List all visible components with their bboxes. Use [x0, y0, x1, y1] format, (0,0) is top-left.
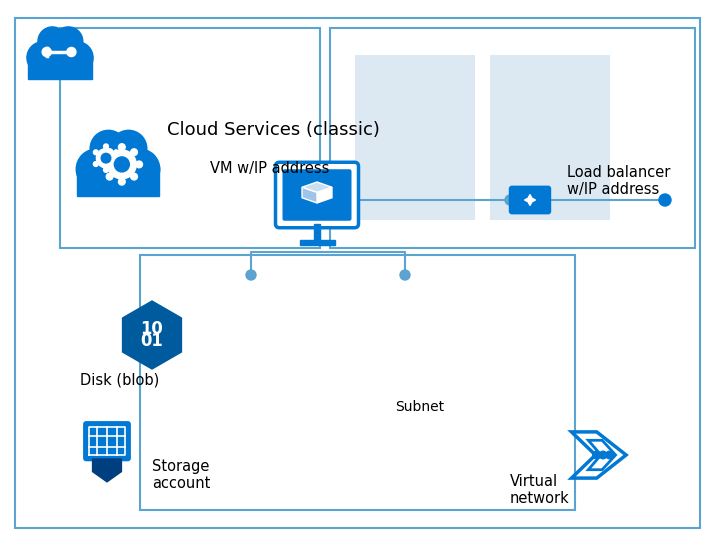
Circle shape: [101, 161, 108, 168]
Circle shape: [42, 47, 51, 57]
Circle shape: [76, 149, 117, 189]
Circle shape: [103, 167, 108, 172]
Text: Virtual
network: Virtual network: [510, 474, 570, 506]
Circle shape: [93, 162, 98, 166]
Circle shape: [114, 162, 118, 166]
Bar: [330, 28, 695, 248]
Circle shape: [114, 150, 118, 155]
Circle shape: [400, 270, 410, 280]
Circle shape: [606, 451, 613, 459]
Circle shape: [659, 194, 671, 206]
Circle shape: [90, 130, 127, 167]
Circle shape: [130, 149, 138, 155]
Circle shape: [106, 149, 113, 155]
Circle shape: [593, 451, 600, 459]
Circle shape: [118, 178, 125, 185]
Polygon shape: [302, 187, 317, 203]
Circle shape: [136, 161, 143, 168]
FancyBboxPatch shape: [282, 169, 351, 221]
Bar: [314, 224, 320, 240]
Bar: [77, 167, 158, 196]
Bar: [300, 240, 335, 245]
Bar: [140, 255, 575, 510]
Circle shape: [27, 42, 59, 74]
Text: Disk (blob): Disk (blob): [80, 372, 160, 387]
Circle shape: [103, 144, 108, 149]
Text: 01: 01: [141, 332, 163, 350]
Circle shape: [101, 153, 111, 163]
Polygon shape: [123, 301, 181, 369]
Circle shape: [38, 27, 67, 56]
Circle shape: [110, 130, 147, 167]
Circle shape: [599, 451, 607, 459]
Circle shape: [96, 149, 115, 168]
Circle shape: [130, 173, 138, 180]
Circle shape: [108, 150, 136, 179]
Bar: [28, 56, 92, 78]
Text: 10: 10: [141, 320, 163, 338]
Text: VM w/IP address: VM w/IP address: [210, 160, 329, 175]
Polygon shape: [92, 459, 121, 482]
Polygon shape: [302, 182, 332, 192]
Polygon shape: [317, 187, 332, 203]
Circle shape: [120, 149, 160, 189]
FancyBboxPatch shape: [275, 162, 358, 228]
FancyBboxPatch shape: [83, 421, 131, 461]
Bar: [490, 55, 610, 220]
Circle shape: [61, 42, 93, 74]
Polygon shape: [589, 440, 616, 470]
FancyBboxPatch shape: [509, 186, 551, 214]
Circle shape: [93, 150, 98, 155]
Bar: [355, 55, 475, 220]
Text: Cloud Services (classic): Cloud Services (classic): [167, 121, 380, 139]
Circle shape: [114, 157, 129, 172]
Circle shape: [505, 195, 515, 205]
Circle shape: [106, 173, 113, 180]
Circle shape: [39, 31, 81, 73]
Circle shape: [54, 27, 82, 56]
Text: Storage
account: Storage account: [152, 459, 210, 491]
Polygon shape: [571, 432, 626, 478]
Circle shape: [92, 136, 144, 189]
Text: Load balancer
w/IP address: Load balancer w/IP address: [567, 165, 670, 197]
Circle shape: [67, 47, 76, 57]
Bar: [60, 28, 320, 248]
Text: Subnet: Subnet: [395, 400, 444, 414]
Circle shape: [118, 144, 125, 150]
Circle shape: [246, 270, 256, 280]
